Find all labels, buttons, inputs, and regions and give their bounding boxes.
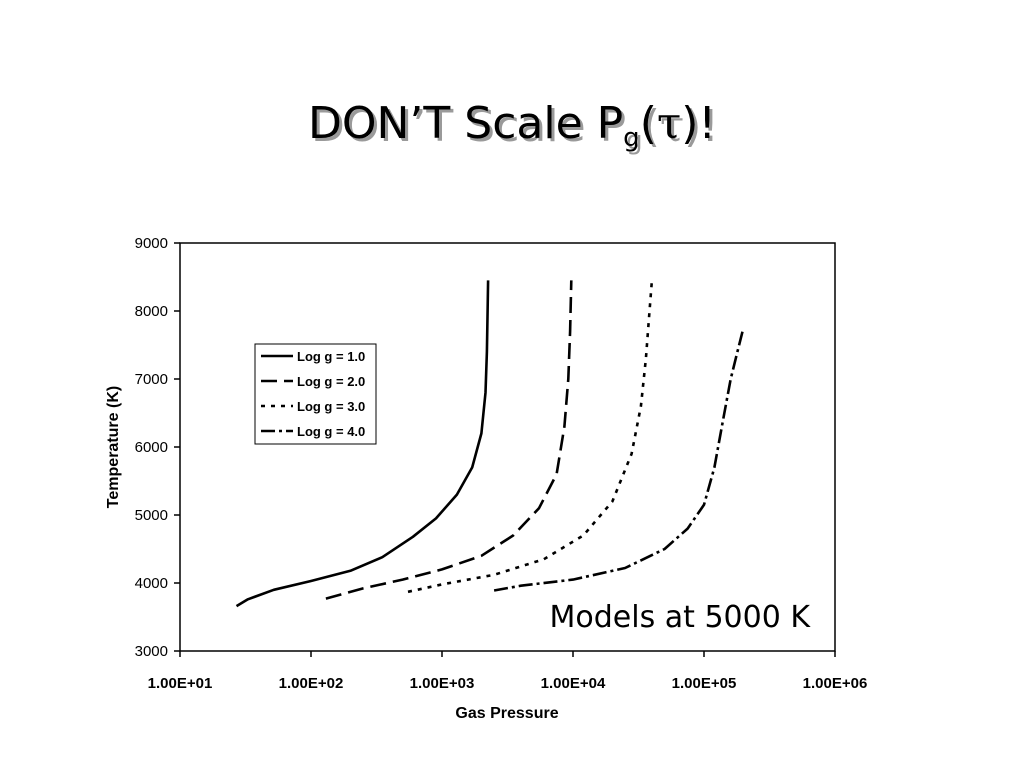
legend-label-2: Log g = 2.0: [297, 374, 365, 389]
models-annotation: Models at 5000 K: [550, 600, 812, 635]
legend-label-1: Log g = 1.0: [297, 349, 365, 364]
x-axis-title: Gas Pressure: [455, 705, 558, 722]
x-tick-label: 1.00E+04: [541, 675, 606, 692]
y-tick-label: 3000: [135, 643, 168, 660]
x-tick-label: 1.00E+01: [148, 675, 213, 692]
y-axis-title: Temperature (K): [105, 386, 122, 508]
series-line-2: [325, 280, 573, 600]
series-line-1: [235, 280, 490, 608]
title-open-paren: (: [639, 98, 657, 149]
title-main: DON’T Scale P: [307, 98, 624, 149]
x-tick-label: 1.00E+02: [279, 675, 344, 692]
legend: Log g = 1.0 Log g = 2.0 Log g = 3.0 Log g =…: [254, 343, 377, 445]
x-tick-label: 1.00E+05: [672, 675, 737, 692]
title-tau: τ: [656, 98, 682, 149]
title-subscript: g: [623, 123, 640, 153]
x-tick-label: 1.00E+06: [803, 675, 868, 692]
slide-title: DON’T Scale Pg(τ)!: [0, 98, 1024, 153]
y-tick-label: 4000: [135, 575, 168, 592]
x-tick-label: 1.00E+03: [410, 675, 475, 692]
legend-label-4: Log g = 4.0: [297, 424, 365, 439]
title-close: )!: [681, 98, 717, 149]
series-line-4: [493, 327, 745, 592]
y-tick-label: 8000: [135, 303, 168, 320]
legend-label-3: Log g = 3.0: [297, 399, 365, 414]
y-tick-label: 5000: [135, 507, 168, 524]
legend-box: [254, 343, 377, 445]
y-tick-label: 6000: [135, 439, 168, 456]
y-tick-label: 7000: [135, 371, 168, 388]
series-line-3: [407, 280, 654, 594]
y-tick-label: 9000: [135, 235, 168, 252]
